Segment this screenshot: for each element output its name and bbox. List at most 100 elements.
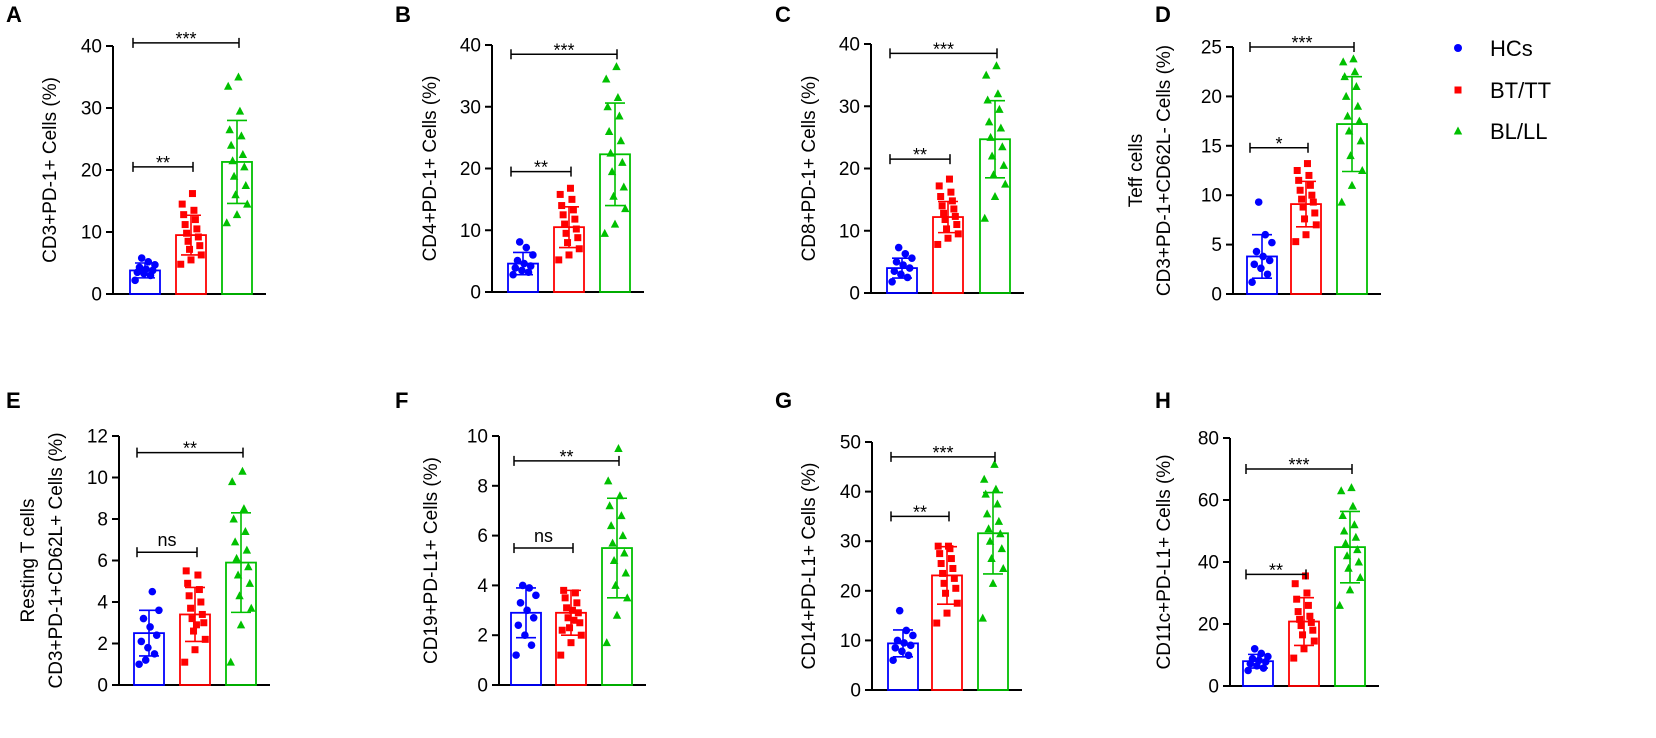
- data-point: [191, 646, 199, 654]
- data-point: [150, 650, 159, 658]
- panel-letter: F: [395, 388, 408, 413]
- y-tick-label: 0: [850, 681, 861, 702]
- data-point: [1304, 601, 1312, 609]
- data-point: [177, 260, 185, 268]
- data-point: [561, 594, 569, 602]
- data-point: [235, 106, 245, 115]
- data-point: [1345, 585, 1355, 594]
- y-tick-label: 2: [477, 626, 488, 647]
- data-point: [994, 516, 1004, 525]
- data-point: [943, 609, 951, 617]
- y-axis-label: CD14+PD-L1+ Cells (%): [799, 463, 820, 670]
- y-tick-label: 30: [839, 97, 860, 118]
- data-point: [947, 188, 955, 196]
- data-point: [511, 264, 520, 272]
- data-point: [604, 126, 614, 135]
- panel-letter: G: [775, 388, 792, 413]
- panel-letter: H: [1155, 388, 1171, 413]
- panel-letter: A: [6, 2, 22, 27]
- y-axis-label: CD3+PD-1+ Cells (%): [40, 77, 61, 263]
- data-point: [182, 567, 190, 575]
- data-point: [1254, 198, 1263, 206]
- data-point: [609, 556, 619, 564]
- data-point: [242, 545, 252, 554]
- y-tick-label: 10: [467, 427, 488, 448]
- data-point: [1312, 221, 1320, 229]
- data-point: [1343, 111, 1352, 120]
- data-point: [180, 211, 188, 219]
- significance-label: **: [913, 145, 927, 165]
- data-point: [948, 197, 956, 205]
- data-point: [947, 555, 955, 563]
- data-point: [1291, 580, 1299, 588]
- data-point: [192, 621, 200, 629]
- data-point: [982, 70, 991, 79]
- data-point: [513, 256, 522, 265]
- y-tick-label: 0: [470, 283, 481, 304]
- data-point: [618, 157, 627, 166]
- y-tick-label: 0: [97, 676, 108, 697]
- legend-label: BL/LL: [1490, 119, 1548, 144]
- data-point: [561, 220, 569, 228]
- data-point: [575, 245, 583, 253]
- data-point: [616, 136, 626, 145]
- data-point: [1259, 252, 1267, 261]
- data-point: [245, 578, 254, 587]
- panel-d: D 0 5 10 15 20 25 Teff cells CD3+PD-1+CD62L- Cel…: [1126, 2, 1381, 306]
- panel-letter: E: [6, 388, 21, 413]
- data-point: [144, 257, 153, 266]
- data-point: [144, 643, 152, 652]
- data-point: [1351, 532, 1361, 541]
- data-point: [1341, 91, 1351, 100]
- data-point: [233, 570, 243, 579]
- data-point: [181, 221, 189, 229]
- data-point: [226, 657, 235, 666]
- data-point: [1354, 557, 1363, 566]
- data-point: [986, 132, 995, 141]
- data-point: [1252, 247, 1261, 256]
- data-point: [529, 613, 538, 622]
- significance-label: **: [559, 447, 573, 467]
- y-tick-label: 40: [1198, 553, 1219, 574]
- data-point: [1358, 166, 1367, 174]
- data-point: [949, 564, 957, 572]
- data-point: [235, 591, 244, 600]
- data-point: [1339, 57, 1348, 66]
- data-point: [1339, 526, 1349, 535]
- y-tick-label: 20: [840, 581, 861, 602]
- data-point: [1248, 278, 1256, 286]
- data-point: [194, 571, 202, 579]
- data-point: [183, 229, 191, 237]
- data-point: [889, 656, 897, 665]
- data-point: [613, 92, 623, 101]
- y-tick-label: 50: [840, 433, 861, 454]
- data-point: [229, 171, 239, 180]
- data-point: [1263, 270, 1272, 279]
- data-point: [1310, 637, 1318, 645]
- legend-marker-circle: [1454, 44, 1462, 52]
- y-tick-label: 0: [477, 676, 488, 697]
- data-point: [895, 606, 904, 615]
- data-point: [1297, 622, 1305, 630]
- data-point: [198, 610, 206, 618]
- data-point: [241, 181, 250, 189]
- data-point: [1309, 198, 1317, 206]
- data-point: [512, 651, 520, 659]
- data-point: [939, 569, 947, 577]
- data-point: [224, 81, 233, 90]
- data-point: [1348, 501, 1358, 510]
- data-point: [905, 264, 914, 272]
- y-tick-label: 40: [839, 35, 860, 56]
- data-point: [940, 579, 948, 587]
- data-point: [1290, 654, 1298, 662]
- y-axis-label: CD3+PD-1+CD62L- Cells (%): [1154, 45, 1175, 296]
- data-point: [934, 542, 942, 550]
- data-point: [1293, 595, 1301, 603]
- data-point: [195, 586, 203, 594]
- data-point: [1308, 191, 1316, 199]
- data-point: [611, 580, 620, 589]
